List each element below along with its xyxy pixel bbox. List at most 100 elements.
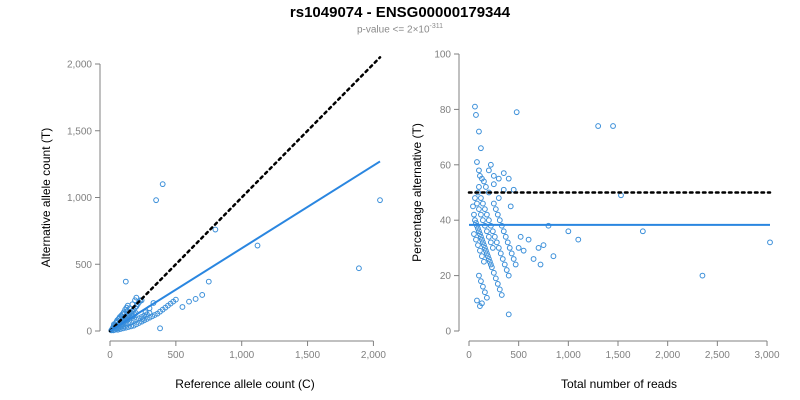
data-point [487,161,494,168]
data-point [133,294,140,301]
subtitle-exponent: -311 [429,23,444,30]
data-point [490,269,497,276]
data-point [471,211,477,218]
data-point [480,283,486,290]
data-point [550,253,557,260]
data-point [472,103,478,110]
data-point [483,250,490,257]
data-point [481,242,487,249]
chart-title: rs1049074 - ENSG00000179344 [289,4,511,21]
data-point [489,228,496,235]
data-point [510,256,517,262]
data-point [500,170,507,177]
data-point [699,272,706,279]
data-point [470,203,476,210]
x-tick-label: 500 [168,350,185,361]
y-tick-label: 0 [445,327,451,338]
data-point [482,247,489,254]
data-point [481,258,487,265]
y-tick-label: 60 [440,160,452,171]
data-point [186,298,192,305]
data-point [124,302,131,309]
data-point [122,278,129,285]
x-tick-label: 1,000 [556,350,581,361]
data-point [474,159,480,165]
x-tick-label: 1,500 [295,350,320,361]
data-point [493,239,500,246]
data-point [481,245,488,251]
data-point [254,242,261,249]
x-axis-label: Reference allele count (C) [175,377,314,391]
data-point [477,231,483,237]
data-point [485,256,492,262]
data-point [505,272,512,279]
data-point [490,200,497,207]
data-point [495,245,502,251]
x-axis-label: Total number of reads [561,377,677,391]
x-tick-label: 3,000 [755,350,780,361]
data-point [476,167,482,174]
data-point [495,195,502,201]
data-point [506,245,513,251]
data-point [500,228,507,235]
data-point [192,296,199,302]
data-point [199,292,206,298]
data-point [525,236,532,243]
data-point [490,181,497,188]
data-point [483,228,490,235]
data-point [490,172,497,179]
data-point [491,233,498,240]
data-point [480,217,486,224]
data-point [507,203,514,210]
data-point [478,233,484,240]
chart-subtitle: p-value <= 2×10-311 [0,23,800,35]
y-tick-label: 1,500 [67,126,92,137]
data-point [515,245,522,251]
data-point [122,324,129,331]
data-point [472,217,478,224]
y-tick-label: 80 [440,105,452,116]
data-point [157,325,163,332]
x-tick-label: 0 [107,350,113,361]
y-axis-label: Alternative allele count (T) [39,128,53,267]
data-point [476,206,482,213]
data-point [492,206,499,213]
x-tick-label: 2,000 [655,350,680,361]
data-point [610,123,616,129]
data-point [479,253,485,260]
x-tick-label: 0 [466,350,472,361]
y-tick-label: 100 [434,50,451,61]
data-point [179,304,186,310]
data-point [474,297,480,304]
data-point [489,245,496,251]
data-point [153,197,159,204]
data-point [485,217,492,224]
fit-line [109,160,381,332]
x-tick-label: 1,000 [229,350,254,361]
x-tick-label: 2,000 [361,350,386,361]
data-point [512,261,519,268]
data-point [496,286,503,293]
data-point [476,184,482,190]
data-point [172,296,179,303]
data-point [473,236,479,243]
data-point [479,300,485,307]
data-point [159,181,166,188]
data-point [767,239,773,246]
data-point [482,184,489,190]
data-point [483,294,490,301]
data-point [505,311,512,318]
y-tick-label: 2,000 [67,60,92,71]
y-tick-label: 0 [86,327,92,338]
y-tick-label: 20 [440,271,452,282]
data-point [475,242,481,249]
data-point [508,250,515,257]
data-point [377,197,383,204]
data-point [503,267,510,273]
data-point [479,236,485,243]
data-point [477,247,483,254]
data-point [128,323,134,330]
data-point [140,316,146,322]
data-point [494,281,501,287]
data-point [474,200,480,207]
